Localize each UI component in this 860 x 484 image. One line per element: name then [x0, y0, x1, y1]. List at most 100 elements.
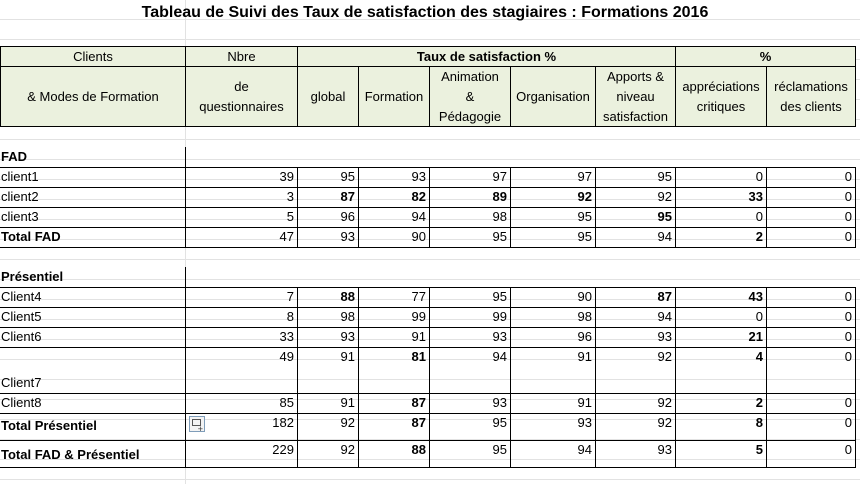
header-pct-label: %	[759, 48, 772, 64]
cell-client2-global: 87	[340, 189, 355, 204]
row-divider	[0, 347, 856, 348]
cell-client2-organisation: 92	[577, 189, 592, 204]
cell-total_presentiel-reclamations: 0	[844, 415, 852, 430]
cell-client7-apports: 92	[657, 349, 672, 364]
row-divider	[0, 167, 856, 168]
row-divider	[0, 393, 856, 394]
column-divider	[595, 167, 596, 248]
cell-client5-formation: 99	[411, 309, 426, 324]
row-divider	[0, 467, 856, 468]
cell-total_fad-animation: 95	[492, 229, 507, 244]
cell-total_all-global: 92	[340, 442, 355, 457]
cell-total_all-reclamations: 0	[844, 442, 852, 457]
cell-total_fad-organisation: 95	[577, 229, 592, 244]
cell-client8-organisation: 91	[577, 395, 592, 410]
row-divider	[0, 187, 856, 188]
cell-client4-animation: 95	[492, 289, 507, 304]
cell-client2-appreciations: 33	[748, 189, 763, 204]
column-divider	[297, 167, 298, 248]
header-clients-bottom: & Modes de Formation	[0, 66, 186, 127]
cell-client4-apports: 87	[657, 289, 672, 304]
column-divider	[855, 167, 856, 248]
column-divider	[185, 267, 186, 288]
cell-client1-formation: 93	[411, 169, 426, 184]
row-label-client8: Client8	[1, 395, 42, 410]
cell-total_presentiel-apports: 92	[657, 415, 672, 430]
column-divider	[185, 287, 186, 468]
header-organisation: Organisation	[510, 66, 596, 127]
cell-client3-global: 96	[340, 209, 355, 224]
row-label-total_fad: Total FAD	[1, 229, 61, 244]
cell-client6-appreciations: 21	[748, 329, 763, 344]
cell-client4-n: 7	[286, 289, 294, 304]
cell-client8-formation: 87	[411, 395, 426, 410]
cell-client3-n: 5	[286, 209, 294, 224]
row-label-total_presentiel: Total Présentiel	[1, 418, 97, 433]
header-animation-label-3: Pédagogie	[438, 108, 502, 124]
column-divider	[595, 287, 596, 468]
header-reclamations-label-1: réclamations	[774, 78, 848, 94]
column-divider	[766, 167, 767, 248]
column-divider	[185, 167, 186, 248]
column-divider	[855, 287, 856, 468]
paste-options-icon[interactable]	[189, 416, 205, 434]
row-label-client5: Client5	[1, 309, 42, 324]
cell-client5-apports: 94	[657, 309, 672, 324]
cell-total_presentiel-organisation: 93	[577, 415, 592, 430]
cell-client1-global: 95	[340, 169, 355, 184]
header-nbre-label: Nbre	[227, 48, 256, 64]
header-taux-label: Taux de satisfaction %	[416, 48, 557, 64]
cell-client2-reclamations: 0	[844, 189, 852, 204]
cell-client3-apports: 95	[657, 209, 672, 224]
cell-total_all-animation: 95	[492, 442, 507, 457]
cell-total_fad-global: 93	[340, 229, 355, 244]
cell-total_all-appreciations: 5	[755, 442, 763, 457]
header-global: global	[297, 66, 359, 127]
header-appreciations-label-1: appréciations	[682, 78, 760, 94]
header-reclamations-label-2: des clients	[780, 98, 842, 114]
cell-total_fad-reclamations: 0	[844, 229, 852, 244]
header-pct-group: %	[675, 46, 856, 67]
cell-client6-formation: 91	[411, 329, 426, 344]
column-divider	[766, 287, 767, 468]
header-formation-label: Formation	[364, 88, 424, 104]
cell-client6-global: 93	[340, 329, 355, 344]
header-animation-label-1: Animation	[441, 68, 499, 84]
cell-client8-n: 85	[279, 395, 294, 410]
cell-client4-appreciations: 43	[748, 289, 763, 304]
cell-client8-apports: 92	[657, 395, 672, 410]
column-divider	[297, 287, 298, 468]
column-divider	[510, 167, 511, 248]
cell-total_all-organisation: 94	[577, 442, 592, 457]
column-divider	[510, 287, 511, 468]
cell-client7-formation: 81	[411, 349, 426, 364]
row-label-client1: client1	[1, 169, 39, 184]
cell-client7-n: 49	[279, 349, 294, 364]
cell-client1-appreciations: 0	[755, 169, 763, 184]
cell-total_fad-apports: 94	[657, 229, 672, 244]
column-divider	[429, 167, 430, 248]
header-apports: Apports & niveau satisfaction	[595, 66, 676, 127]
header-reclamations: réclamations des clients	[766, 66, 856, 127]
header-de-label: de	[234, 78, 249, 94]
header-appreciations-label-2: critiques	[696, 98, 746, 114]
row-divider	[0, 227, 856, 228]
cell-client8-reclamations: 0	[844, 395, 852, 410]
cell-total_fad-formation: 90	[411, 229, 426, 244]
cell-client3-appreciations: 0	[755, 209, 763, 224]
cell-client2-animation: 89	[492, 189, 507, 204]
column-divider	[185, 147, 186, 168]
header-clients-label: Clients	[73, 48, 113, 64]
row-divider	[0, 413, 856, 414]
cell-total_presentiel-global: 92	[340, 415, 355, 430]
cell-client1-n: 39	[279, 169, 294, 184]
cell-client3-formation: 94	[411, 209, 426, 224]
cell-client3-organisation: 95	[577, 209, 592, 224]
header-apports-label-1: Apports &	[606, 68, 665, 84]
row-divider	[0, 327, 856, 328]
cell-client1-apports: 95	[657, 169, 672, 184]
cell-total_presentiel-appreciations: 8	[755, 415, 763, 430]
cell-client6-apports: 93	[657, 329, 672, 344]
cell-client3-animation: 98	[492, 209, 507, 224]
row-label-client3: client3	[1, 209, 39, 224]
